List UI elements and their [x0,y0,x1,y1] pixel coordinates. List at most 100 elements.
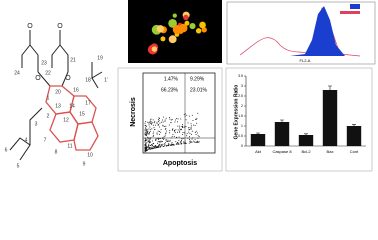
dot [144,122,146,124]
dot [168,132,170,134]
dot [188,142,190,144]
dot [151,145,153,147]
dot [145,134,147,136]
dot [150,144,152,146]
dot [164,120,166,122]
histogram-treated [290,6,345,56]
dot [191,141,193,143]
dot [192,137,194,139]
bar [274,122,290,146]
dot [149,138,151,140]
dot [144,124,146,126]
dot [168,144,170,146]
quadrant-label: 9.29% [190,76,205,82]
dot [160,145,162,147]
dot [175,141,177,143]
dot [177,131,179,133]
dot [156,132,158,134]
dot [154,124,156,126]
dot [179,125,181,127]
dot [184,113,186,115]
atom-label: 23 [41,60,47,66]
dot [178,140,180,142]
dot [153,145,155,147]
atom-label: 17 [85,100,91,106]
error-bar [328,85,332,90]
dot [154,120,156,122]
dot [178,142,180,144]
x-tick-label: Bcl-2 [301,149,311,154]
error-bar [280,119,284,122]
atom-label: 3 [35,121,38,127]
dot [148,140,150,142]
atom-label: 10 [87,152,93,158]
flow-plot-frame [142,72,216,154]
dot [165,139,167,141]
dot [158,130,160,132]
dot [165,139,167,141]
y-tick-label: 3.5 [238,74,243,78]
dot [164,128,166,130]
dot [144,129,146,131]
dot [191,138,193,140]
error-bar [256,132,260,134]
dot [190,133,192,135]
dot [171,129,173,131]
dot [170,137,172,139]
dot [161,140,163,142]
dot [175,129,177,131]
atom-label: 4 [25,137,28,143]
dot [167,140,169,142]
dot [160,138,162,140]
cell [201,27,207,33]
dot [192,120,194,122]
dot [186,133,188,135]
cell-blobs [147,11,207,55]
y-tick-label: 1 [241,124,243,128]
dot [147,136,149,138]
dot [164,119,166,121]
dot [169,130,171,132]
dot [147,133,149,135]
dot [160,131,162,133]
dot [184,115,186,117]
dot [147,144,149,146]
dot [181,124,183,126]
atom-label: 13 [55,103,61,109]
dot [196,122,198,124]
dot [145,130,147,132]
dot [149,122,151,124]
dot [180,143,182,145]
dot [179,129,181,131]
dot [171,144,173,146]
dot [147,137,149,139]
dot [148,145,150,147]
dot [183,137,185,139]
dot [156,122,158,124]
dot [194,131,196,133]
dot [154,122,156,124]
dot [170,122,172,124]
cell [172,25,182,35]
dot [144,137,146,139]
dot [147,141,149,143]
bar [346,126,362,146]
dot [162,121,164,123]
dot [165,127,167,129]
dot [190,126,192,128]
cell [168,35,177,44]
dot [144,144,146,146]
dot [172,128,174,130]
flow-dots [144,112,200,153]
cell [151,46,158,52]
dot [184,142,186,144]
dot [177,125,179,127]
atom-label: 2 [47,113,50,119]
dot [145,135,147,137]
dot [151,140,153,142]
dot [144,130,146,132]
dot [145,121,147,123]
dot [154,129,156,131]
dot [148,148,150,150]
dot [158,138,160,140]
